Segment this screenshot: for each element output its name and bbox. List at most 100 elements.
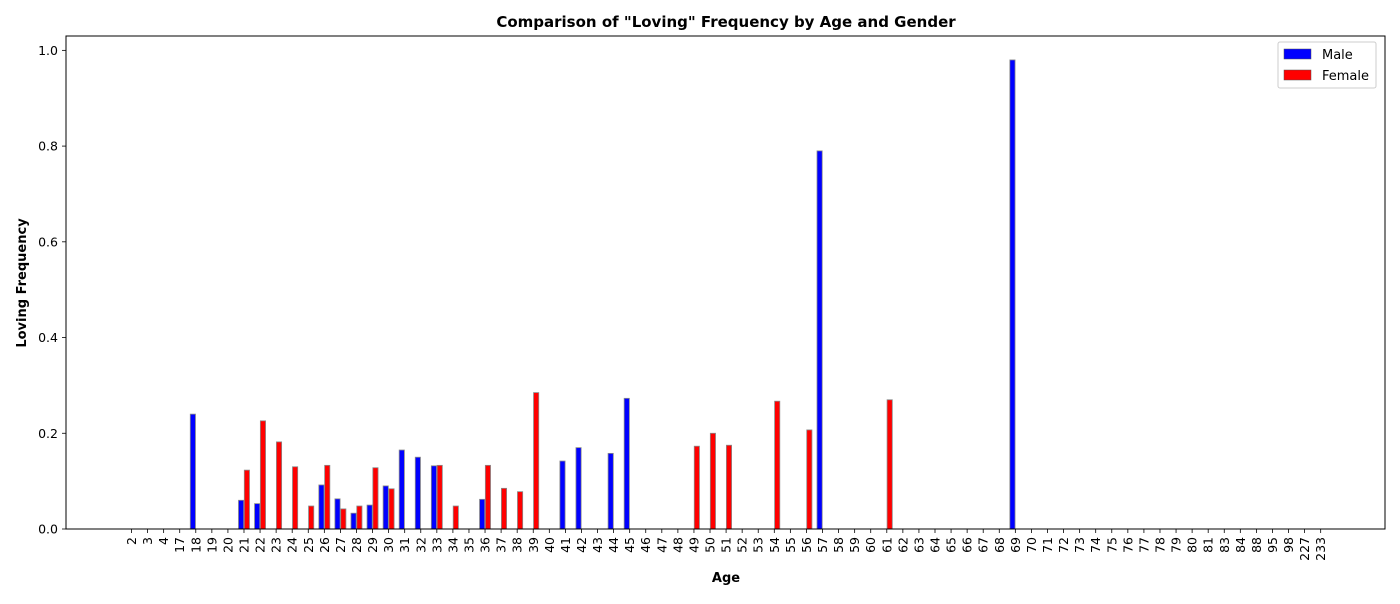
bar-male-69 xyxy=(1009,59,1016,530)
bar-male-45 xyxy=(623,397,630,530)
x-tick-label: 29 xyxy=(365,537,380,553)
bar-female-26 xyxy=(324,464,331,530)
x-tick-label: 88 xyxy=(1249,537,1264,553)
x-tick-label: 77 xyxy=(1136,537,1151,553)
x-tick-label: 35 xyxy=(461,537,476,553)
y-tick-label: 1.0 xyxy=(38,43,58,58)
x-tick-label: 25 xyxy=(301,537,316,553)
x-tick-label: 32 xyxy=(413,537,428,553)
x-tick-label: 48 xyxy=(670,537,685,553)
bar-female-50 xyxy=(709,432,716,530)
bar-male-33 xyxy=(430,465,437,530)
x-tick-label: 69 xyxy=(1008,537,1023,553)
bar-female-54 xyxy=(774,400,781,530)
x-tick-label: 50 xyxy=(703,537,718,553)
x-tick-label: 61 xyxy=(879,537,894,553)
x-tick-label: 23 xyxy=(269,537,284,553)
x-tick-label: 22 xyxy=(253,537,268,553)
x-tick-label: 42 xyxy=(574,537,589,553)
x-tick-label: 34 xyxy=(445,537,460,553)
legend-swatch-female xyxy=(1283,69,1312,81)
x-tick-label: 21 xyxy=(236,537,251,553)
x-tick-label: 38 xyxy=(510,537,525,553)
x-tick-label: 28 xyxy=(349,537,364,553)
x-tick-label: 40 xyxy=(542,537,557,553)
x-tick-label: 66 xyxy=(960,537,975,553)
legend-swatch-male xyxy=(1283,48,1312,60)
x-tick-label: 72 xyxy=(1056,537,1071,553)
x-tick-label: 68 xyxy=(992,537,1007,553)
x-tick-label: 51 xyxy=(719,537,734,553)
bar-male-36 xyxy=(479,498,486,530)
bar-male-42 xyxy=(575,447,582,530)
y-tick-label: 0.6 xyxy=(38,234,58,249)
x-tick-label: 64 xyxy=(928,537,943,553)
bar-female-25 xyxy=(308,505,315,530)
bar-male-31 xyxy=(398,449,405,530)
bar-female-22 xyxy=(259,420,266,530)
y-tick-label: 0.0 xyxy=(38,522,58,537)
bars-group xyxy=(189,59,1016,530)
bar-female-37 xyxy=(501,487,508,530)
x-tick-label: 73 xyxy=(1072,537,1087,553)
x-axis-label: Age xyxy=(712,571,740,586)
x-tick-label: 52 xyxy=(735,537,750,553)
bar-male-28 xyxy=(350,512,357,530)
legend: Male Female xyxy=(1277,41,1377,89)
x-tick-label: 46 xyxy=(638,537,653,553)
x-tick-label: 78 xyxy=(1152,537,1167,553)
bar-female-34 xyxy=(452,505,459,530)
x-tick-label: 41 xyxy=(558,537,573,553)
x-tick-label: 18 xyxy=(188,537,203,553)
bar-male-32 xyxy=(414,456,421,530)
chart-title: Comparison of "Loving" Frequency by Age … xyxy=(496,13,956,31)
bar-female-23 xyxy=(276,441,283,530)
x-tick-label: 39 xyxy=(526,537,541,553)
x-tick-label: 62 xyxy=(895,537,910,553)
bar-male-18 xyxy=(189,413,196,530)
x-tick-label: 65 xyxy=(944,537,959,553)
x-tick-label: 56 xyxy=(799,537,814,553)
x-tick-label: 59 xyxy=(847,537,862,553)
x-tick-label: 95 xyxy=(1265,537,1280,553)
x-tick-label: 36 xyxy=(478,537,493,553)
bar-female-38 xyxy=(517,491,524,530)
bar-female-36 xyxy=(484,464,491,530)
bar-male-57 xyxy=(816,150,823,530)
bar-male-21 xyxy=(238,499,245,530)
x-tick-label: 67 xyxy=(976,537,991,553)
x-tick-label: 227 xyxy=(1297,537,1312,561)
y-axis-label: Loving Frequency xyxy=(15,218,30,348)
x-tick-label: 27 xyxy=(333,537,348,553)
bar-male-22 xyxy=(254,503,261,530)
bar-female-39 xyxy=(533,392,540,530)
x-tick-label: 44 xyxy=(606,537,621,553)
y-tick-label: 0.2 xyxy=(38,426,58,441)
y-tick-label: 0.4 xyxy=(38,330,58,345)
x-tick-label: 55 xyxy=(783,537,798,553)
legend-label-male: Male xyxy=(1322,48,1353,63)
x-tick-label: 26 xyxy=(317,537,332,553)
bar-male-44 xyxy=(607,452,614,530)
x-tick-label: 2 xyxy=(124,537,139,545)
plot-frame xyxy=(65,35,1386,530)
x-tick-label: 19 xyxy=(204,537,219,553)
x-tick-label: 75 xyxy=(1104,537,1119,553)
bar-female-51 xyxy=(725,444,732,530)
x-tick-label: 81 xyxy=(1201,537,1216,553)
bar-male-41 xyxy=(559,460,566,530)
x-tick-label: 30 xyxy=(381,537,396,553)
x-tick-label: 80 xyxy=(1185,537,1200,553)
y-ticks-group: 0.0 0.2 0.4 0.6 0.8 1.0 xyxy=(38,43,66,537)
x-tick-label: 98 xyxy=(1281,537,1296,553)
x-tick-label: 57 xyxy=(815,537,830,553)
x-tick-label: 63 xyxy=(911,537,926,553)
x-tick-label: 45 xyxy=(622,537,637,553)
bar-female-30 xyxy=(388,488,395,530)
x-tick-label: 20 xyxy=(220,537,235,553)
x-tick-label: 17 xyxy=(172,537,187,553)
x-tick-label: 54 xyxy=(767,537,782,553)
x-tick-label: 49 xyxy=(686,537,701,553)
x-tick-label: 43 xyxy=(590,537,605,553)
